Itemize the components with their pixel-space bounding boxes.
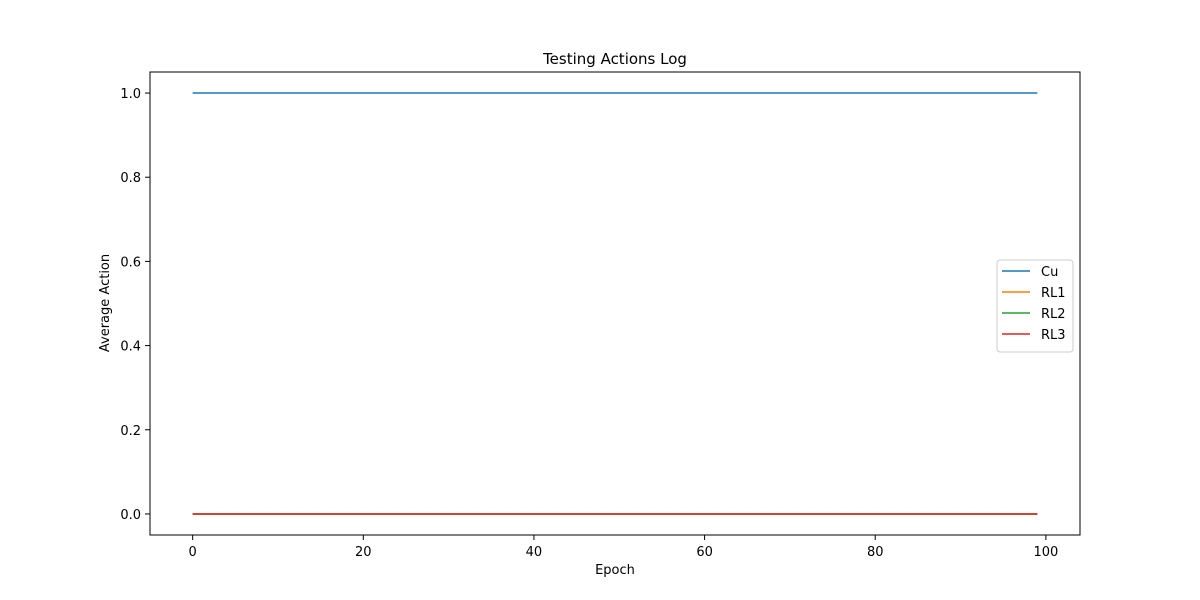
legend-label-rl2: RL2 [1041, 307, 1066, 322]
plot-frame [149, 71, 1081, 536]
plot-area [149, 71, 1081, 536]
legend-label-rl3: RL3 [1041, 328, 1066, 343]
y-tick-label: 0.4 [120, 340, 141, 355]
y-axis-label: Average Action [98, 254, 113, 352]
x-tick-label: 60 [696, 545, 713, 560]
y-tick-label: 0.0 [120, 508, 141, 523]
y-tick-label: 1.0 [120, 87, 141, 102]
legend-frame [996, 259, 1074, 353]
legend: Cu RL1 RL2 RL3 [996, 259, 1074, 353]
y-tick-label: 0.2 [120, 424, 141, 439]
y-tick-label: 0.8 [120, 171, 141, 186]
chart-title: Testing Actions Log [542, 50, 687, 68]
x-tick-label: 100 [1033, 545, 1058, 560]
legend-label-rl1: RL1 [1041, 286, 1066, 301]
series-layer [192, 92, 1038, 515]
x-axis: 0 20 40 60 80 100 [189, 535, 1058, 560]
x-tick-label: 80 [867, 545, 884, 560]
legend-label-cu: Cu [1041, 265, 1058, 280]
y-axis: 0.0 0.2 0.4 0.6 0.8 1.0 [120, 87, 150, 523]
x-tick-label: 40 [526, 545, 543, 560]
x-axis-label: Epoch [595, 563, 635, 578]
y-tick-label: 0.6 [120, 255, 141, 270]
x-tick-label: 20 [355, 545, 372, 560]
x-tick-label: 0 [189, 545, 197, 560]
